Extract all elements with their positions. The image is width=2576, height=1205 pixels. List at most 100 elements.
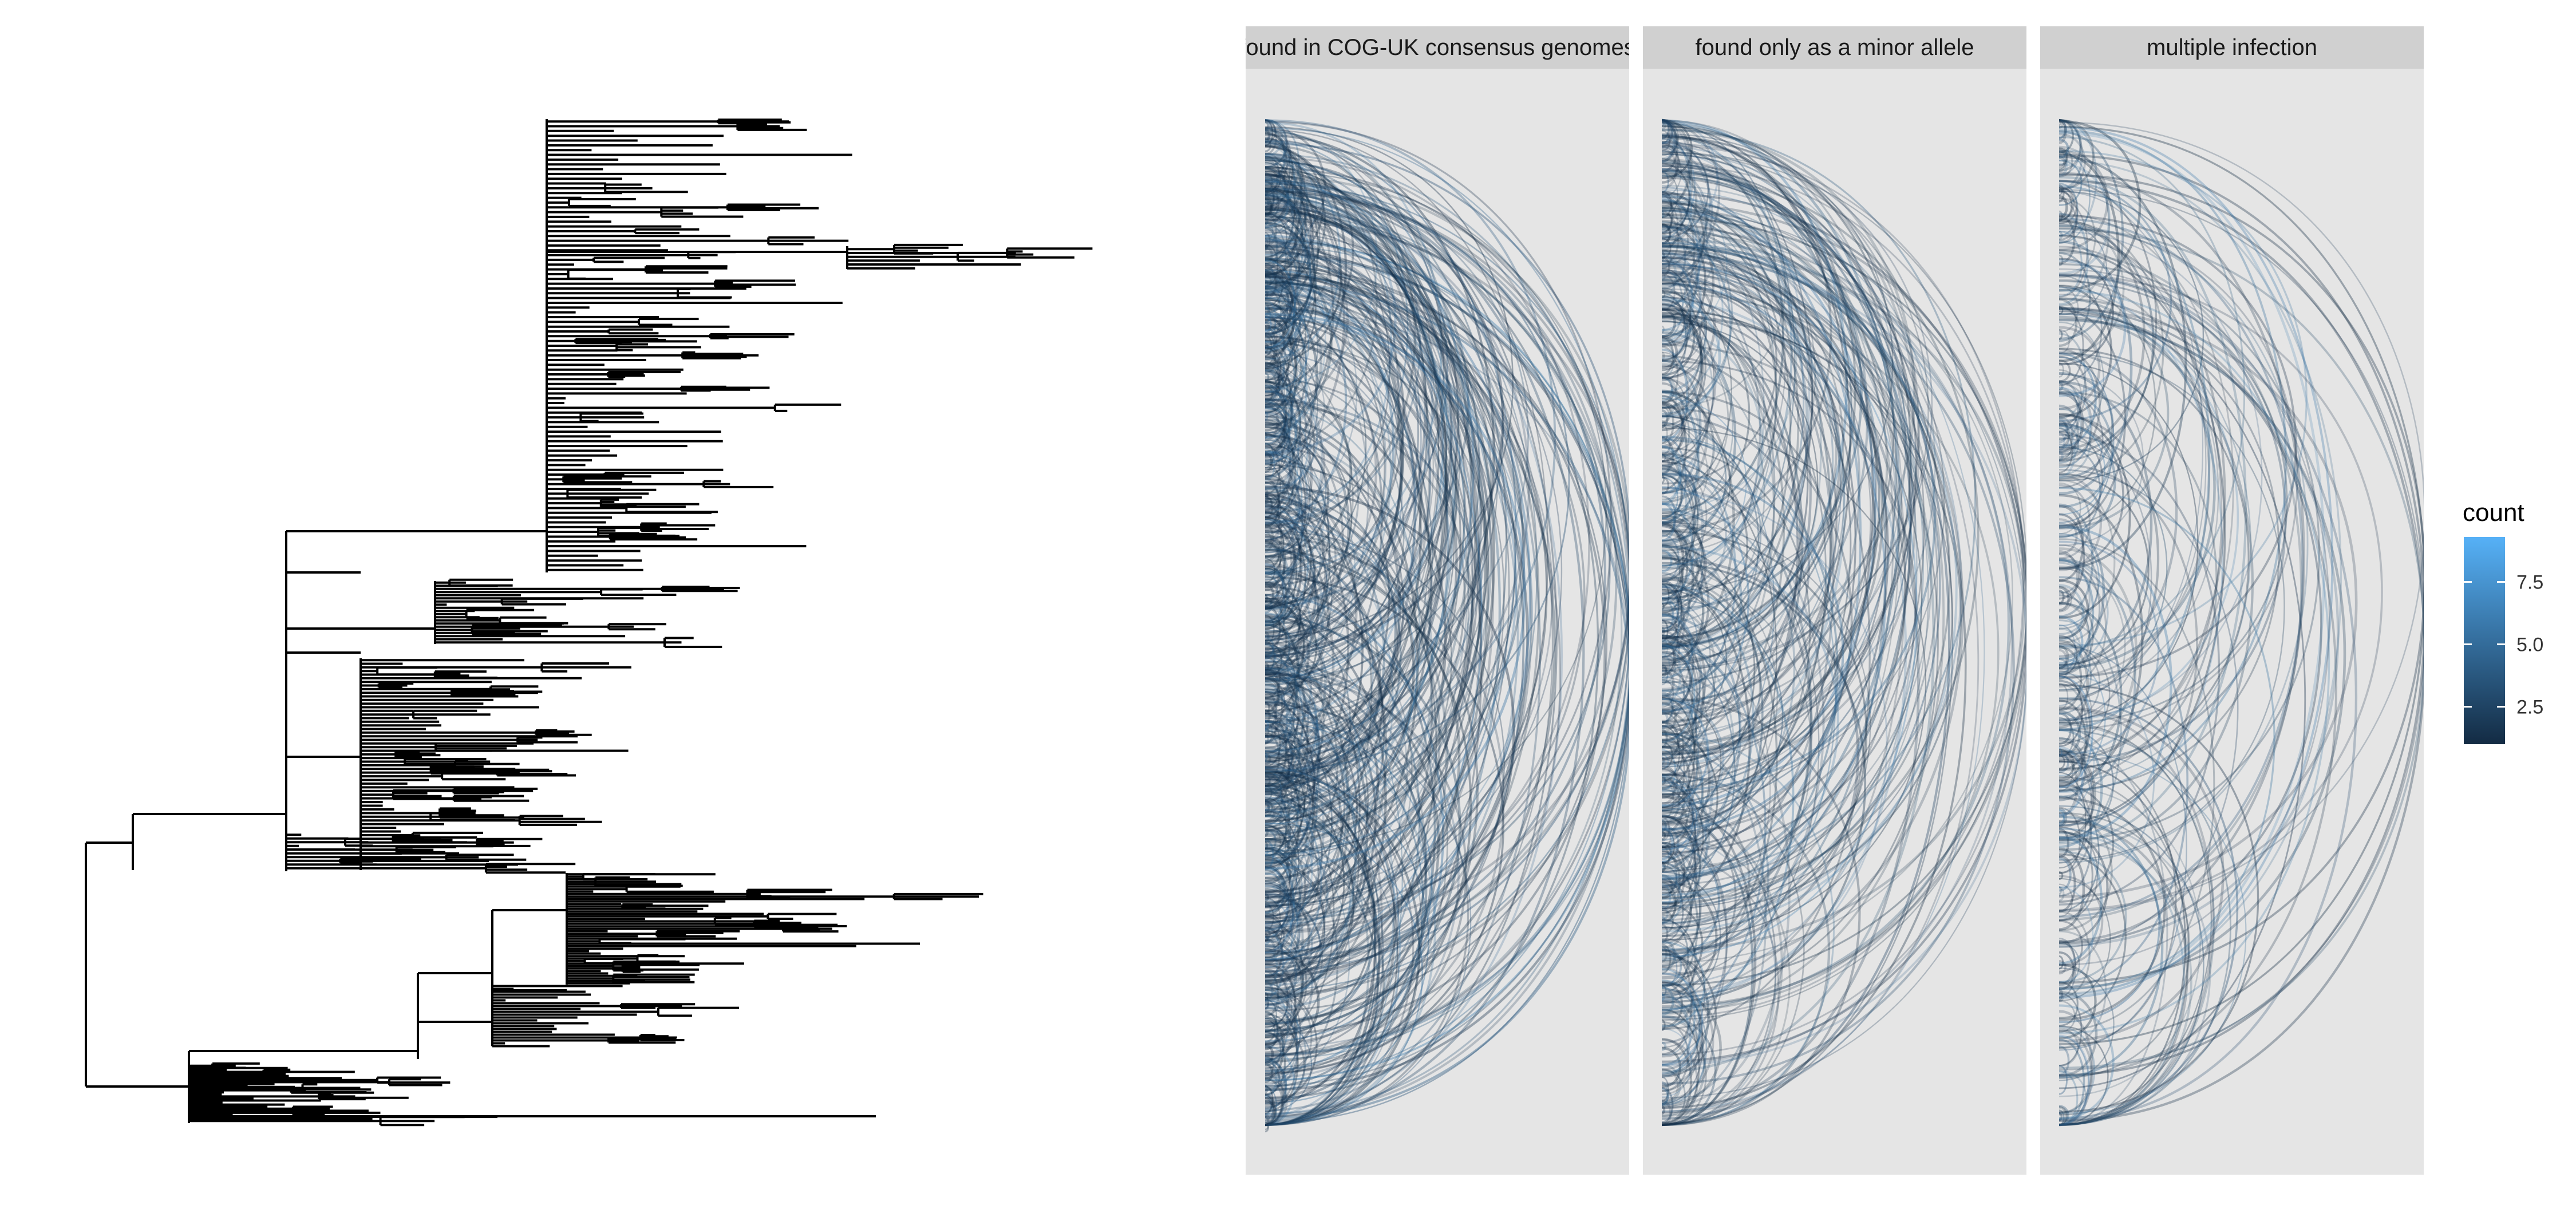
arc — [2059, 319, 2340, 947]
arc — [1265, 926, 1283, 979]
arc — [1661, 1100, 1672, 1127]
arc — [2059, 550, 2079, 606]
arc — [1265, 119, 1277, 144]
arc — [2059, 981, 2079, 1027]
arc — [2059, 230, 2083, 297]
arc — [1661, 168, 1692, 245]
arc — [1265, 1073, 1285, 1127]
arc — [1661, 343, 1907, 835]
arc — [1265, 202, 1433, 609]
arc — [2059, 526, 2172, 840]
arc — [2059, 329, 2063, 340]
arc — [1265, 236, 1492, 723]
arc — [1265, 701, 1428, 1025]
arc — [1265, 264, 1516, 859]
arc — [1661, 874, 1682, 924]
arc — [2059, 289, 2330, 1034]
arc — [1265, 173, 1427, 641]
arc — [1265, 720, 1273, 745]
arc — [1661, 601, 1698, 672]
arc — [1265, 669, 1320, 864]
arc — [2059, 1026, 2096, 1114]
arc — [1265, 489, 1269, 498]
arc — [2059, 447, 2168, 690]
arc — [1265, 643, 1277, 671]
arc — [1661, 308, 1676, 338]
arc — [1265, 716, 1383, 1126]
arc — [1265, 157, 1378, 449]
arc — [1265, 779, 1384, 1126]
arc — [1265, 290, 1449, 803]
arc — [2059, 960, 2067, 975]
arc — [1661, 282, 1852, 804]
arc — [2059, 382, 2093, 468]
arc — [1265, 734, 1423, 1126]
arc — [1265, 160, 1558, 1118]
arc — [1265, 241, 1416, 782]
arc — [1661, 725, 1680, 782]
arc — [1265, 134, 1495, 769]
arc — [1265, 901, 1271, 915]
arc — [1661, 223, 1967, 1109]
arc — [1661, 235, 1732, 415]
arc — [1265, 190, 1618, 966]
arc — [2059, 559, 2109, 666]
arc — [1661, 195, 1683, 250]
arc — [1265, 197, 1331, 323]
arc — [1265, 207, 1623, 1056]
arc — [1265, 365, 1323, 553]
arc — [2059, 590, 2065, 605]
arc — [1265, 380, 1289, 449]
arc — [2059, 151, 2091, 244]
arc — [1661, 949, 1694, 1030]
arc — [1265, 275, 1561, 1074]
arc — [1265, 799, 1351, 999]
arc — [1661, 199, 1702, 308]
arc — [1265, 398, 1290, 477]
arc — [1661, 256, 1838, 639]
arc — [1661, 191, 1673, 218]
facet-panel-consensus: found in COG-UK consensus genomes — [1246, 26, 1629, 1175]
arc — [1265, 1045, 1296, 1126]
arc — [1661, 835, 1777, 1126]
arc — [2059, 533, 2100, 627]
arc — [1661, 177, 1925, 872]
arc — [1265, 654, 1304, 787]
arc — [1661, 415, 1731, 549]
arc — [2059, 121, 2424, 912]
arc — [2059, 591, 2091, 706]
arc — [1265, 129, 1548, 976]
arc — [2059, 938, 2077, 998]
arc — [1265, 187, 1342, 365]
arc — [1661, 581, 1680, 633]
arc — [1265, 510, 1280, 547]
arc — [1265, 212, 1310, 313]
arc — [1265, 232, 1562, 909]
arc — [1265, 464, 1331, 653]
arc — [1265, 156, 1309, 250]
arc — [1265, 677, 1323, 791]
arc — [1661, 637, 1675, 676]
arc — [1661, 200, 1925, 924]
arc — [2059, 443, 2101, 538]
arc — [1265, 369, 1285, 413]
arc — [1661, 669, 1675, 698]
arc — [1661, 543, 1730, 690]
arc — [1265, 568, 1289, 626]
arc — [1661, 209, 1777, 580]
arc — [1265, 448, 1275, 481]
arc — [1265, 434, 1330, 655]
arc — [1265, 335, 1458, 788]
arc — [2059, 812, 2190, 1079]
arc — [1661, 143, 1933, 669]
arc — [1661, 269, 1684, 341]
arc — [1661, 206, 1935, 1073]
arc — [1661, 390, 1735, 650]
arc — [1661, 208, 1945, 796]
arc — [1265, 661, 1440, 1026]
arc — [1265, 293, 1553, 896]
arc — [1661, 617, 1702, 728]
arc — [1265, 251, 1629, 1091]
arc — [1265, 319, 1367, 574]
arc — [1265, 491, 1437, 999]
